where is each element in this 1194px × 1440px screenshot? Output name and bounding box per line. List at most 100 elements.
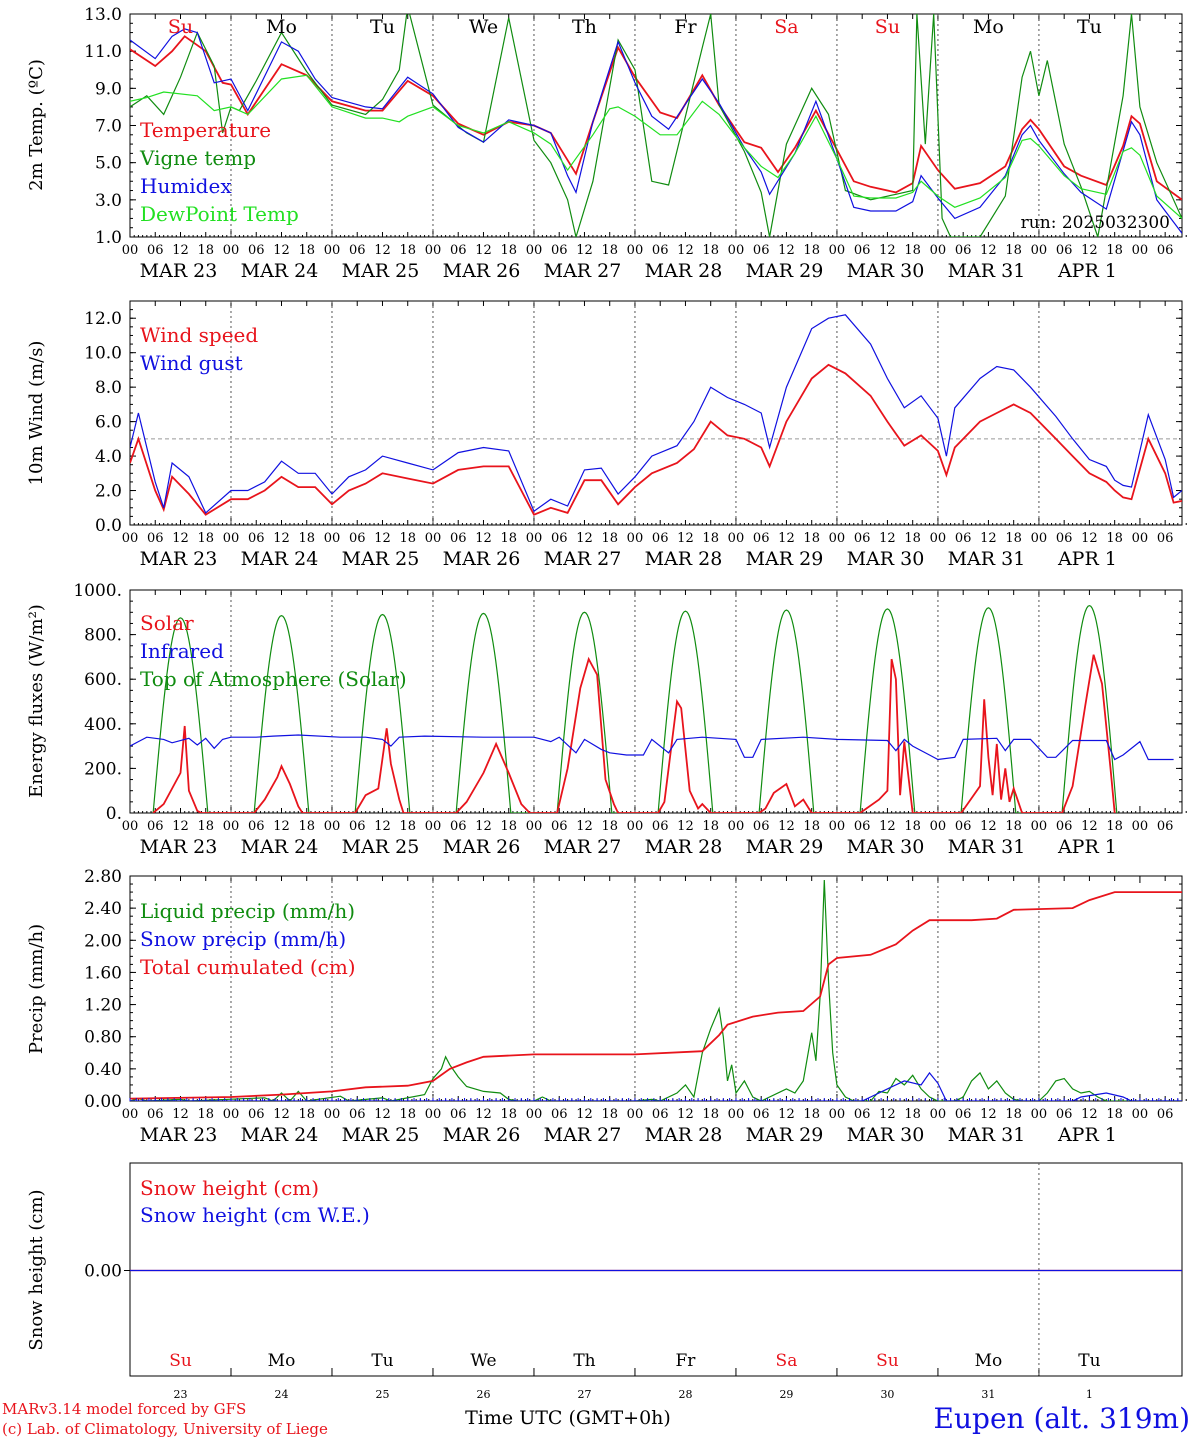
day-of-month-label: 23 bbox=[173, 1388, 187, 1401]
hour-tick-label: 00 bbox=[223, 1107, 240, 1122]
hour-tick-label: 00 bbox=[627, 243, 644, 258]
date-label: MAR 31 bbox=[948, 548, 1026, 570]
legend-entry: Snow precip (mm/h) bbox=[140, 927, 346, 951]
hour-tick-label: 18 bbox=[1005, 1107, 1022, 1122]
hour-tick-label: 00 bbox=[728, 531, 745, 546]
hour-tick-label: 12 bbox=[980, 819, 997, 834]
date-label: MAR 24 bbox=[241, 1124, 319, 1146]
legend-entry: Vigne temp bbox=[139, 146, 256, 170]
hour-tick-label: 12 bbox=[172, 819, 189, 834]
day-of-month-label: 30 bbox=[880, 1388, 894, 1401]
date-label: MAR 28 bbox=[645, 1124, 723, 1146]
hour-tick-label: 00 bbox=[627, 819, 644, 834]
hour-tick-label: 00 bbox=[223, 243, 240, 258]
hour-tick-label: 12 bbox=[172, 531, 189, 546]
date-label: MAR 24 bbox=[241, 548, 319, 570]
hour-tick-label: 18 bbox=[803, 819, 820, 834]
weekday-label: Th bbox=[572, 16, 597, 38]
y-axis-label: 10m Wind (m/s) bbox=[26, 341, 47, 486]
series-line bbox=[130, 74, 1182, 219]
date-label: MAR 25 bbox=[342, 836, 420, 858]
hour-tick-label: 00 bbox=[425, 1107, 442, 1122]
hour-tick-label: 18 bbox=[1106, 243, 1123, 258]
date-label: MAR 23 bbox=[140, 836, 218, 858]
date-label: MAR 30 bbox=[847, 260, 925, 282]
day-of-month-label: 27 bbox=[577, 1388, 591, 1401]
date-label: MAR 25 bbox=[342, 548, 420, 570]
hour-tick-label: 00 bbox=[324, 1107, 341, 1122]
y-tick-label: 0.40 bbox=[84, 1060, 122, 1080]
date-label: MAR 26 bbox=[443, 836, 521, 858]
y-tick-label: 3.0 bbox=[95, 191, 122, 211]
hour-tick-label: 18 bbox=[1106, 531, 1123, 546]
hour-tick-label: 06 bbox=[1056, 531, 1073, 546]
hour-tick-label: 00 bbox=[1132, 243, 1149, 258]
weekday-label: Tu bbox=[371, 1351, 393, 1371]
hour-tick-label: 00 bbox=[223, 819, 240, 834]
weekday-label: Tu bbox=[1077, 16, 1102, 38]
hour-tick-label: 18 bbox=[702, 243, 719, 258]
hour-tick-label: 18 bbox=[399, 1107, 416, 1122]
time-axis-label: Time UTC (GMT+0h) bbox=[465, 1407, 671, 1429]
date-label: MAR 26 bbox=[443, 1124, 521, 1146]
hour-tick-label: 12 bbox=[778, 531, 795, 546]
y-tick-label: 9.0 bbox=[95, 79, 122, 99]
hour-tick-label: 18 bbox=[298, 1107, 315, 1122]
hour-tick-label: 06 bbox=[349, 243, 366, 258]
series-line bbox=[130, 1071, 1182, 1101]
hour-tick-label: 12 bbox=[576, 819, 593, 834]
hour-tick-label: 12 bbox=[172, 1107, 189, 1122]
hour-tick-label: 06 bbox=[450, 1107, 467, 1122]
hour-tick-label: 18 bbox=[500, 243, 517, 258]
hour-tick-label: 00 bbox=[324, 819, 341, 834]
hour-tick-label: 18 bbox=[904, 243, 921, 258]
weekday-label: Mo bbox=[266, 16, 297, 38]
y-tick-label: 0.80 bbox=[84, 1028, 122, 1048]
series-line bbox=[130, 14, 1182, 237]
hour-tick-label: 06 bbox=[450, 243, 467, 258]
hour-tick-label: 06 bbox=[551, 1107, 568, 1122]
series-line bbox=[130, 734, 1174, 761]
day-of-month-label: 24 bbox=[274, 1388, 288, 1401]
date-label: APR 1 bbox=[1057, 836, 1117, 858]
legend-entry: DewPoint Temp bbox=[140, 202, 299, 226]
hour-tick-label: 12 bbox=[374, 819, 391, 834]
hour-tick-label: 18 bbox=[601, 1107, 618, 1122]
hour-tick-label: 12 bbox=[1081, 819, 1098, 834]
hour-tick-label: 12 bbox=[273, 819, 290, 834]
hour-tick-label: 18 bbox=[197, 243, 214, 258]
hour-tick-label: 12 bbox=[677, 531, 694, 546]
station-label: Eupen (alt. 319m) bbox=[934, 1402, 1190, 1435]
y-tick-label: 2.00 bbox=[84, 931, 122, 951]
legend-entry: Snow height (cm) bbox=[140, 1176, 319, 1200]
hour-tick-label: 06 bbox=[854, 243, 871, 258]
hour-tick-label: 00 bbox=[122, 531, 139, 546]
y-tick-label: 1.20 bbox=[84, 996, 122, 1016]
hour-tick-label: 00 bbox=[930, 819, 947, 834]
hour-tick-label: 12 bbox=[576, 531, 593, 546]
hour-tick-label: 12 bbox=[273, 243, 290, 258]
y-tick-label: 200. bbox=[84, 759, 122, 779]
hour-tick-label: 12 bbox=[677, 1107, 694, 1122]
date-label: MAR 31 bbox=[948, 1124, 1026, 1146]
day-of-month-label: 26 bbox=[476, 1388, 490, 1401]
hour-tick-label: 18 bbox=[399, 819, 416, 834]
hour-tick-label: 00 bbox=[728, 243, 745, 258]
hour-tick-label: 12 bbox=[778, 243, 795, 258]
hour-tick-label: 00 bbox=[526, 819, 543, 834]
hour-tick-label: 06 bbox=[349, 1107, 366, 1122]
y-axis-label: 2m Temp. (ºC) bbox=[26, 59, 47, 191]
hour-tick-label: 12 bbox=[475, 1107, 492, 1122]
legend-entry: Snow height (cm W.E.) bbox=[140, 1203, 370, 1227]
hour-tick-label: 00 bbox=[122, 1107, 139, 1122]
hour-tick-label: 00 bbox=[728, 1107, 745, 1122]
hour-tick-label: 18 bbox=[197, 531, 214, 546]
hour-tick-label: 18 bbox=[399, 243, 416, 258]
hour-tick-label: 12 bbox=[980, 531, 997, 546]
y-tick-label: 11.0 bbox=[84, 42, 122, 62]
hour-tick-label: 00 bbox=[122, 819, 139, 834]
hour-tick-label: 06 bbox=[955, 819, 972, 834]
hour-tick-label: 12 bbox=[1081, 1107, 1098, 1122]
y-tick-label: 2.0 bbox=[95, 482, 122, 502]
y-axis-label: Energy fluxes (W/m²) bbox=[26, 604, 47, 798]
